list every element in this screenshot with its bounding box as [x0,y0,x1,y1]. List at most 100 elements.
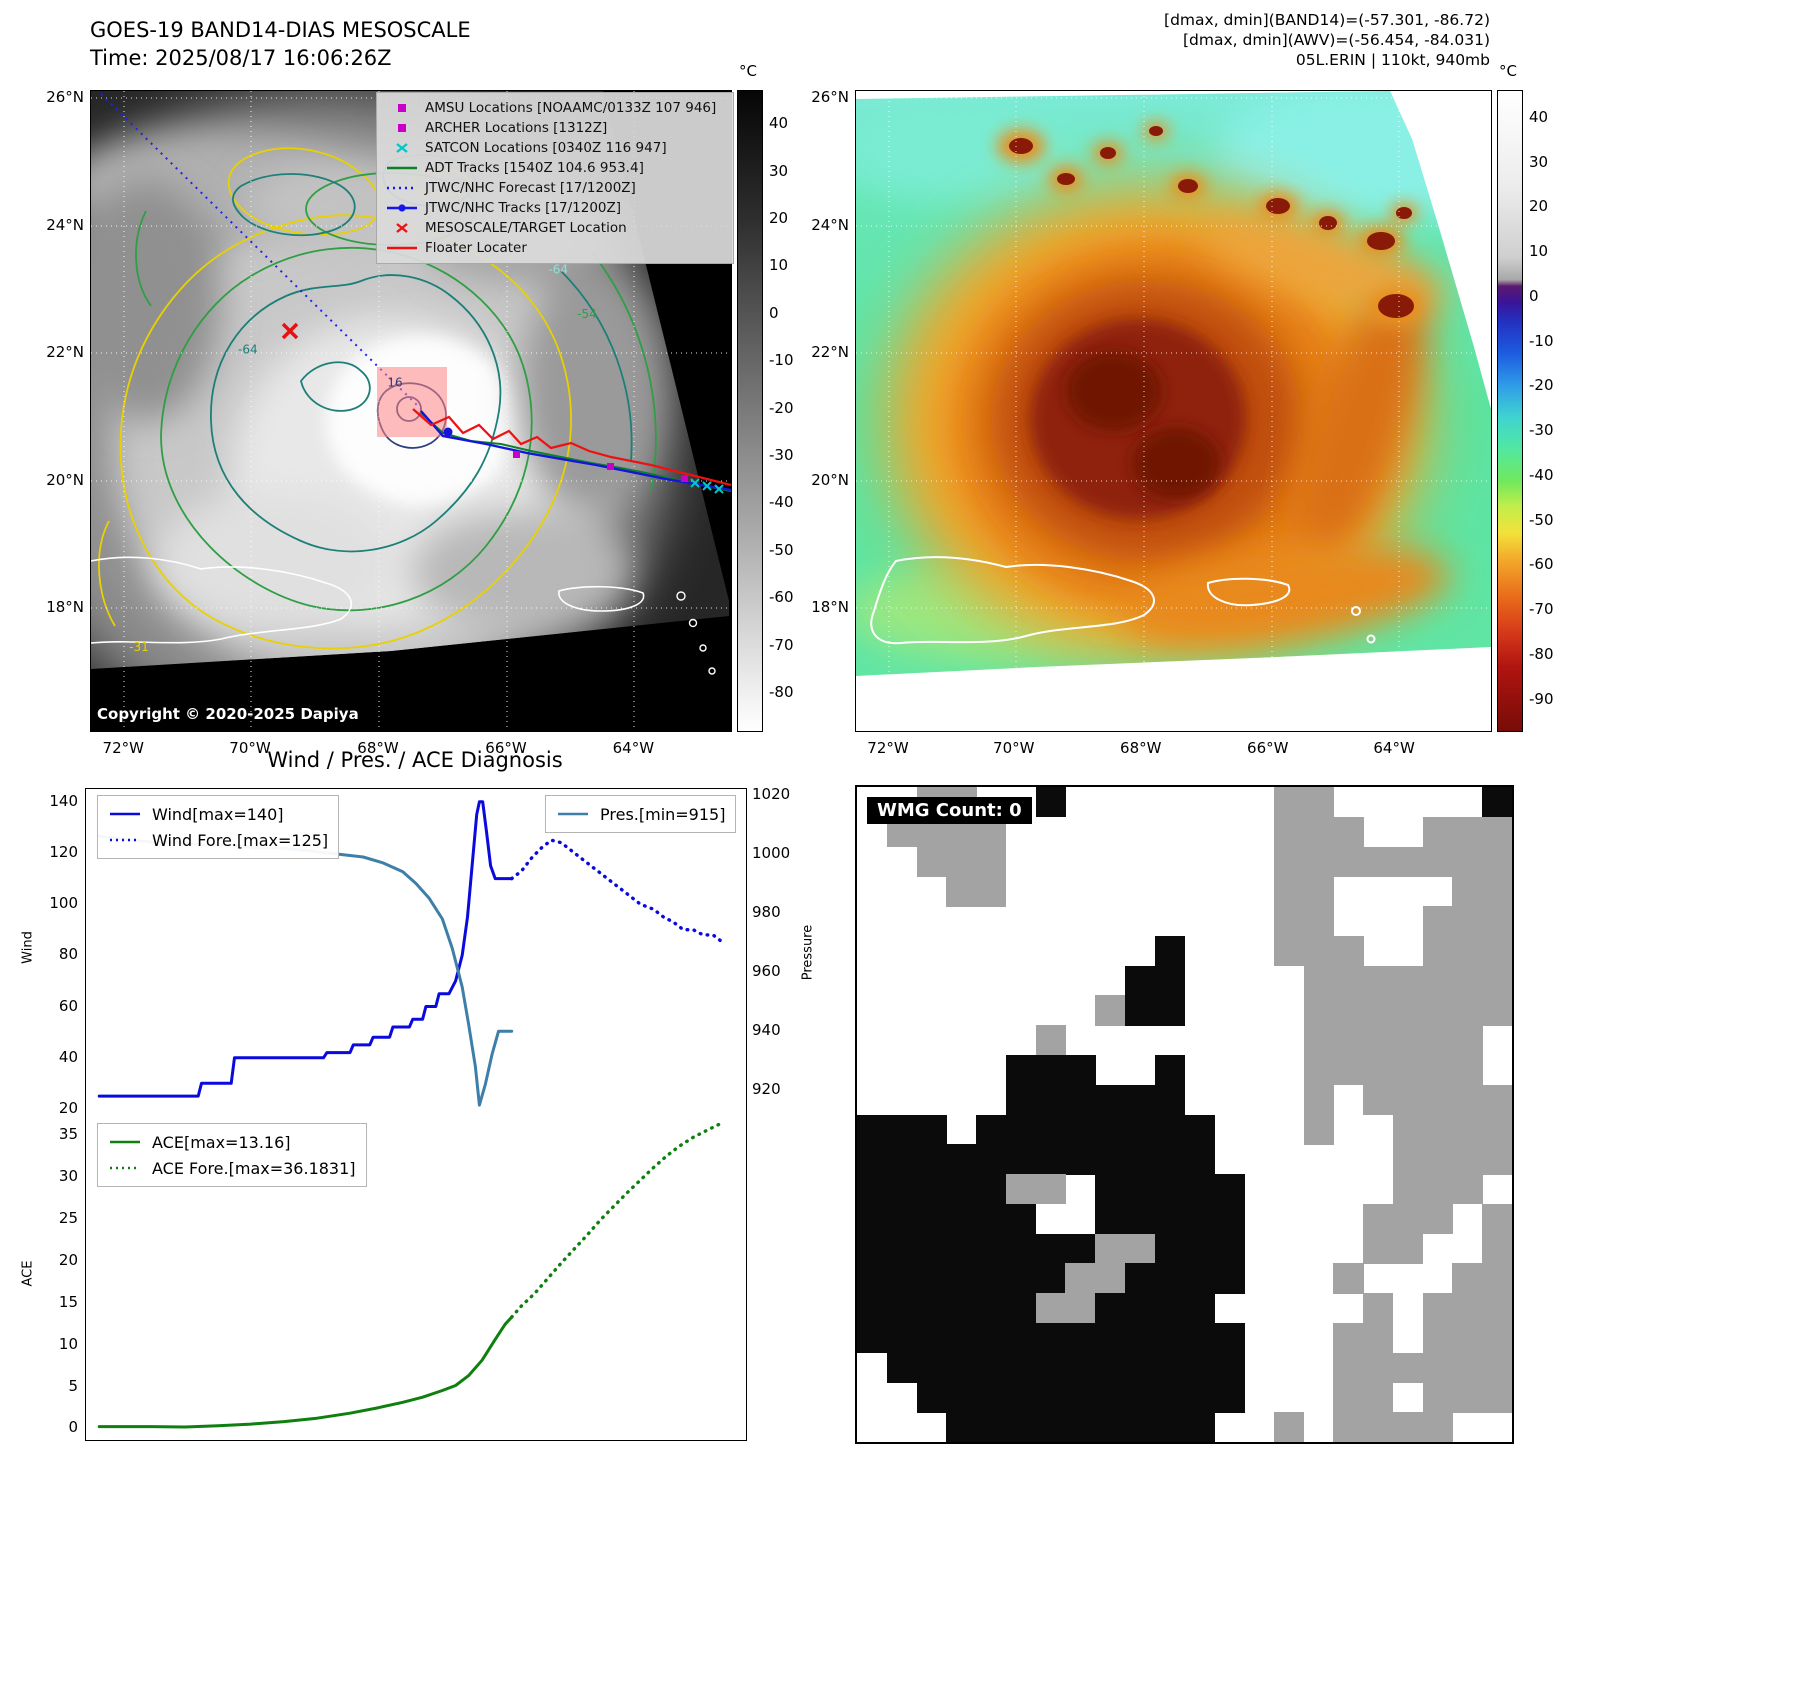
wmg-cell [946,1233,977,1264]
chart-legend-item: Wind Fore.[max=125] [108,827,328,853]
wmg-cell [1363,1382,1394,1413]
wmg-cell [1065,1084,1096,1116]
wmg-cell [886,1144,918,1175]
wmg-cell [1035,787,1066,818]
ace-legend: ACE[max=13.16] ACE Fore.[max=36.1831] [97,1123,367,1187]
wmg-cell [1124,965,1156,996]
wmg-cell [1035,1382,1066,1413]
wmg-cell [1273,906,1305,937]
wmg-cell [1303,787,1334,818]
wmg-cell [1005,1322,1037,1354]
wmg-cell [1303,1084,1334,1116]
wmg-cell [1303,1114,1334,1145]
wmg-cell [1482,1144,1512,1175]
square-marker-icon [398,104,406,112]
wmg-cell [1392,846,1424,877]
wmg-cell [1214,1352,1245,1384]
coastlines [870,556,1376,645]
wmg-cell [976,1263,1007,1294]
wmg-cell [1005,1233,1037,1264]
wmg-cell [1333,1352,1364,1384]
wmg-cell [1452,1293,1483,1324]
wmg-cell [1392,1084,1424,1116]
legend-item-label: SATCON Locations [0340Z 116 947] [425,140,667,156]
wmg-cell [1392,965,1424,996]
wmg-cell [916,1352,947,1384]
wmg-cell [1363,1293,1394,1324]
wmg-cell [1035,1293,1066,1324]
wmg-cell [1154,1144,1186,1175]
lon-tick: 70°W [229,739,271,757]
wmg-cell [1363,965,1394,996]
wmg-cell [1482,906,1512,937]
wmg-cell [1035,1322,1066,1354]
wmg-cell [1005,1293,1037,1324]
wmg-cell [946,1352,977,1384]
wmg-cell [1005,1174,1037,1205]
wmg-cell [946,1174,977,1205]
colorbar-tick: 40 [1529,107,1549,126]
wmg-cell [1422,1382,1454,1413]
lon-tick: 64°W [1373,739,1415,757]
wmg-cell [1035,1084,1066,1116]
wmg-cell [1035,1233,1066,1264]
awv-satellite-image [856,91,1491,731]
wmg-cell [1095,1263,1126,1294]
wmg-cell [1482,965,1512,996]
wmg-cell [1452,1114,1483,1145]
wmg-cell [1273,816,1305,848]
colorbar-tick: -40 [1529,465,1554,484]
chart-legend-label: Pres.[min=915] [600,804,726,824]
wmg-cell [1184,1322,1215,1354]
wmg-cell [1124,1203,1156,1235]
colorbar-tick: -90 [1529,689,1554,708]
wmg-cell [976,1233,1007,1264]
wind-tick: 60 [58,996,78,1015]
wmg-cell [1124,1114,1156,1145]
wmg-cell [1065,1412,1096,1442]
wmg-cell [1184,1352,1215,1384]
legend-item-label: Floater Locater [425,240,527,256]
wmg-cell [1035,1352,1066,1384]
wmg-cell [1124,1382,1156,1413]
lat-tick: 26°N [46,88,84,107]
wmg-cell [1392,1352,1424,1384]
pressure-tick: 920 [752,1080,781,1099]
wmg-cell [976,876,1007,907]
awv-info-band14: [dmax, dmin](BAND14)=(-57.301, -86.72) [1164,11,1490,29]
wmg-cell [1452,1322,1483,1354]
chart-legend-label: ACE Fore.[max=36.1831] [152,1158,356,1178]
amsu-markers [513,451,688,482]
wmg-cell [1422,1412,1454,1442]
wmg-cell [1363,1084,1394,1116]
wmg-cell [1363,1352,1394,1384]
lon-tick: 68°W [357,739,399,757]
wmg-cell [857,1322,888,1354]
legend-item: Floater Locater [385,238,725,258]
wmg-cell [1482,876,1512,907]
band14-colorbar [737,90,763,732]
wind-legend: Wind[max=140] Wind Fore.[max=125] [97,795,340,859]
legend-item-label: JTWC/NHC Tracks [17/1200Z] [425,200,622,216]
lon-tick: 66°W [1247,739,1289,757]
contour-label: -64 [238,342,258,356]
wmg-cell [1333,1412,1364,1442]
wmg-cell [1452,906,1483,937]
wmg-cell [1095,1084,1126,1116]
wmg-cell [1333,1054,1364,1086]
wmg-cell [1095,1203,1126,1235]
wmg-cell [1482,1203,1512,1235]
wmg-cell [1392,1054,1424,1086]
wmg-cell [976,1114,1007,1145]
lon-tick: 72°W [867,739,909,757]
pressure-tick: 1000 [752,844,791,862]
legend-item: ARCHER Locations [1312Z] [385,118,725,138]
wmg-cell [1273,1412,1305,1442]
colorbar-tick: -30 [1529,421,1554,440]
wmg-cell [857,1293,888,1324]
wmg-cell [1422,1293,1454,1324]
wmg-cell [946,1203,977,1235]
wmg-cell [976,1293,1007,1324]
ace-tick: 35 [58,1124,78,1143]
wmg-cell [857,1144,888,1175]
